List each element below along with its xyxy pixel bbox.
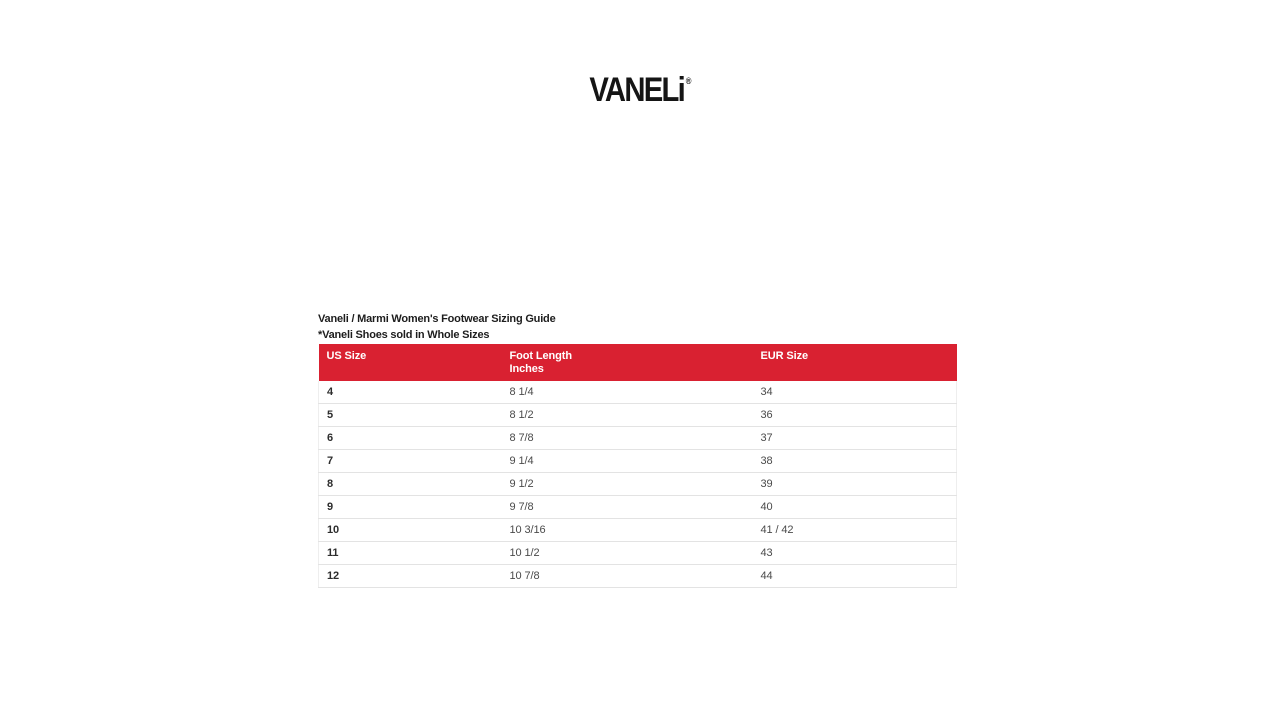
column-header-sublabel: Inches <box>509 363 544 375</box>
eur-size-cell: 41 / 42 <box>752 518 957 542</box>
us-size-cell: 8 <box>318 472 502 496</box>
eur-size-cell: 38 <box>752 449 957 473</box>
foot-length-cell: 10 1/2 <box>501 541 753 565</box>
brand-logo-wordmark: VANELi ® <box>589 64 691 107</box>
column-header-label: US Size <box>326 350 367 362</box>
us-size-cell: 10 <box>318 518 502 542</box>
foot-length-cell: 9 7/8 <box>501 495 753 519</box>
table-row: 10 10 3/16 41 / 42 <box>318 518 957 542</box>
foot-length-cell: 8 7/8 <box>501 426 753 450</box>
size-table-header-row: US Size Foot Length Inches EUR Size <box>318 344 957 381</box>
foot-length-cell: 10 3/16 <box>501 518 753 542</box>
us-size-cell: 12 <box>318 564 502 588</box>
eur-size-cell: 43 <box>752 541 957 565</box>
brand-logo: VANELi ® <box>0 64 1280 107</box>
foot-length-cell: 9 1/4 <box>501 449 753 473</box>
brand-logo-text: VANELi <box>588 71 685 109</box>
sizing-guide-note: *Vaneli Shoes sold in Whole Sizes <box>318 328 490 341</box>
us-size-cell: 4 <box>318 381 502 404</box>
column-header-eur-size: EUR Size <box>753 344 957 381</box>
foot-length-cell: 8 1/4 <box>501 381 753 404</box>
table-row: 11 10 1/2 43 <box>318 541 957 565</box>
eur-size-cell: 39 <box>752 472 957 496</box>
eur-size-cell: 36 <box>752 403 957 427</box>
table-row: 12 10 7/8 44 <box>318 564 957 588</box>
us-size-cell: 9 <box>318 495 502 519</box>
us-size-cell: 5 <box>318 403 502 427</box>
us-size-cell: 6 <box>318 426 502 450</box>
eur-size-cell: 44 <box>752 564 957 588</box>
column-header-label: EUR Size <box>760 350 809 362</box>
column-header-label: Foot Length <box>509 350 573 362</box>
foot-length-cell: 9 1/2 <box>501 472 753 496</box>
eur-size-cell: 34 <box>752 381 957 404</box>
us-size-cell: 11 <box>318 541 502 565</box>
column-header-us-size: US Size <box>319 344 502 381</box>
foot-length-cell: 10 7/8 <box>501 564 753 588</box>
foot-length-cell: 8 1/2 <box>501 403 753 427</box>
sizing-guide-content: Vaneli / Marmi Women's Footwear Sizing G… <box>318 312 957 588</box>
eur-size-cell: 40 <box>752 495 957 519</box>
registered-trademark-symbol: ® <box>685 76 692 86</box>
us-size-cell: 7 <box>318 449 502 473</box>
sizing-guide-title: Vaneli / Marmi Women's Footwear Sizing G… <box>318 313 556 325</box>
column-header-foot-length: Foot Length Inches <box>502 344 753 381</box>
eur-size-cell: 37 <box>752 426 957 450</box>
